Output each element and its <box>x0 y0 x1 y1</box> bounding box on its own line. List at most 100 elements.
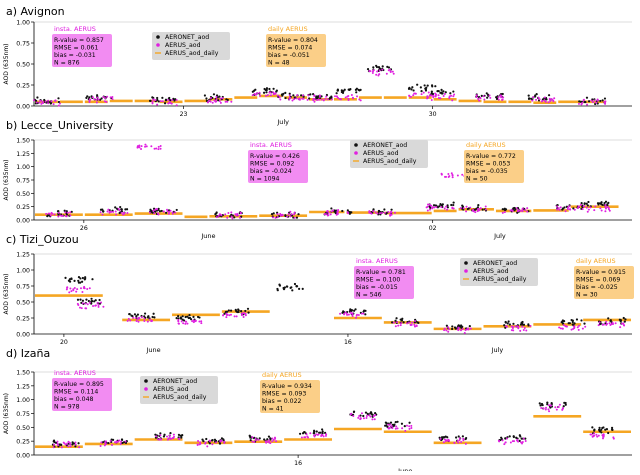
aeronet-point <box>600 431 603 434</box>
aeronet-point <box>606 203 609 206</box>
aerus-point <box>111 96 114 99</box>
aeronet-point <box>236 310 239 314</box>
aerus-point <box>293 216 296 219</box>
aerus-point <box>104 97 107 100</box>
aerus-point <box>381 212 384 215</box>
aerus-point <box>503 211 506 214</box>
aeronet-point <box>389 421 393 424</box>
aeronet-point <box>165 211 168 214</box>
legend-marker-aeronet <box>464 261 468 265</box>
aerus-point <box>621 322 624 325</box>
aeronet-point <box>336 89 339 92</box>
aeronet-point <box>501 208 504 211</box>
aerus-point <box>168 101 171 104</box>
aerus-point <box>231 217 234 220</box>
aerus-point <box>451 176 454 179</box>
aerus-point <box>96 96 99 99</box>
aerus-point <box>447 330 450 333</box>
aerus-point <box>199 441 202 444</box>
aerus-point <box>445 439 448 442</box>
y-axis-label: AOD (635nm) <box>3 159 10 200</box>
aeronet-point <box>275 90 278 93</box>
aerus-point <box>538 98 541 101</box>
aeronet-point <box>297 213 300 216</box>
y-tick-label: 1.50 <box>16 370 30 377</box>
aeronet-point <box>93 300 96 303</box>
aeronet-point <box>527 94 530 97</box>
aerus-point <box>362 417 365 420</box>
aeronet-point <box>73 279 76 283</box>
aerus-point <box>521 207 524 210</box>
aerus-point <box>461 173 464 176</box>
aerus-point <box>107 208 110 211</box>
aerus-point <box>415 324 418 327</box>
aeronet-point <box>57 100 61 104</box>
aerus-point <box>482 95 485 98</box>
aeronet-point <box>57 213 60 216</box>
aeronet-point <box>284 96 287 100</box>
aerus-point <box>258 91 261 94</box>
aeronet-point <box>354 308 357 311</box>
aerus-point <box>568 205 571 208</box>
aerus-point <box>40 102 43 105</box>
aeronet-point <box>564 403 567 406</box>
aeronet-point <box>457 435 460 438</box>
aeronet-point <box>107 441 110 445</box>
aeronet-point <box>546 401 549 404</box>
daily-stats-box <box>266 34 326 67</box>
aeronet-point <box>485 92 488 95</box>
aerus-point <box>75 290 78 293</box>
aeronet-point <box>68 280 72 283</box>
aeronet-point <box>164 98 168 101</box>
aerus-point <box>186 322 189 325</box>
aeronet-point <box>233 216 236 219</box>
aerus-point <box>154 99 157 102</box>
aeronet-point <box>439 91 442 94</box>
aeronet-point <box>349 308 352 311</box>
aeronet-point <box>503 324 506 327</box>
aeronet-point <box>527 97 531 100</box>
aerus-point <box>326 98 329 101</box>
aerus-point <box>514 325 517 328</box>
aerus-point <box>451 174 454 177</box>
aeronet-point <box>430 92 433 95</box>
aeronet-point <box>202 440 205 443</box>
aeronet-point <box>100 97 103 100</box>
aeronet-point <box>161 96 164 99</box>
aeronet-point <box>609 319 612 322</box>
aeronet-point <box>604 322 607 325</box>
aeronet-point <box>600 201 603 204</box>
aeronet-point <box>309 93 312 96</box>
aerus-point <box>86 303 89 306</box>
month-label: June <box>200 232 215 240</box>
aeronet-point <box>79 298 82 301</box>
daily-stats-line: bias = -0.025 <box>576 284 618 291</box>
aerus-point <box>72 289 75 292</box>
aeronet-point <box>610 426 614 429</box>
aerus-point <box>562 324 565 327</box>
aerus-point <box>411 321 414 324</box>
aerus-point <box>271 440 274 443</box>
aeronet-point <box>111 438 115 441</box>
aerus-point <box>612 436 615 439</box>
aerus-point <box>360 412 363 415</box>
aeronet-point <box>81 280 84 283</box>
aerus-point <box>316 98 319 101</box>
aerus-point <box>431 94 434 97</box>
aeronet-point <box>452 203 455 207</box>
aerus-point <box>301 94 304 97</box>
aerus-point <box>144 145 147 148</box>
aeronet-point <box>254 88 257 91</box>
aerus-point <box>426 95 429 98</box>
insta-stats-line: N = 876 <box>54 60 80 67</box>
aerus-point <box>371 418 374 421</box>
aerus-point <box>453 93 456 96</box>
aerus-point <box>54 99 57 102</box>
aeronet-point <box>285 285 289 288</box>
aeronet-point <box>444 435 447 438</box>
daily-stats-title: daily AERUS <box>262 371 302 379</box>
insta-stats-box <box>248 150 308 183</box>
aerus-point <box>316 433 319 436</box>
aerus-point <box>477 97 480 100</box>
aerus-point <box>580 103 583 106</box>
